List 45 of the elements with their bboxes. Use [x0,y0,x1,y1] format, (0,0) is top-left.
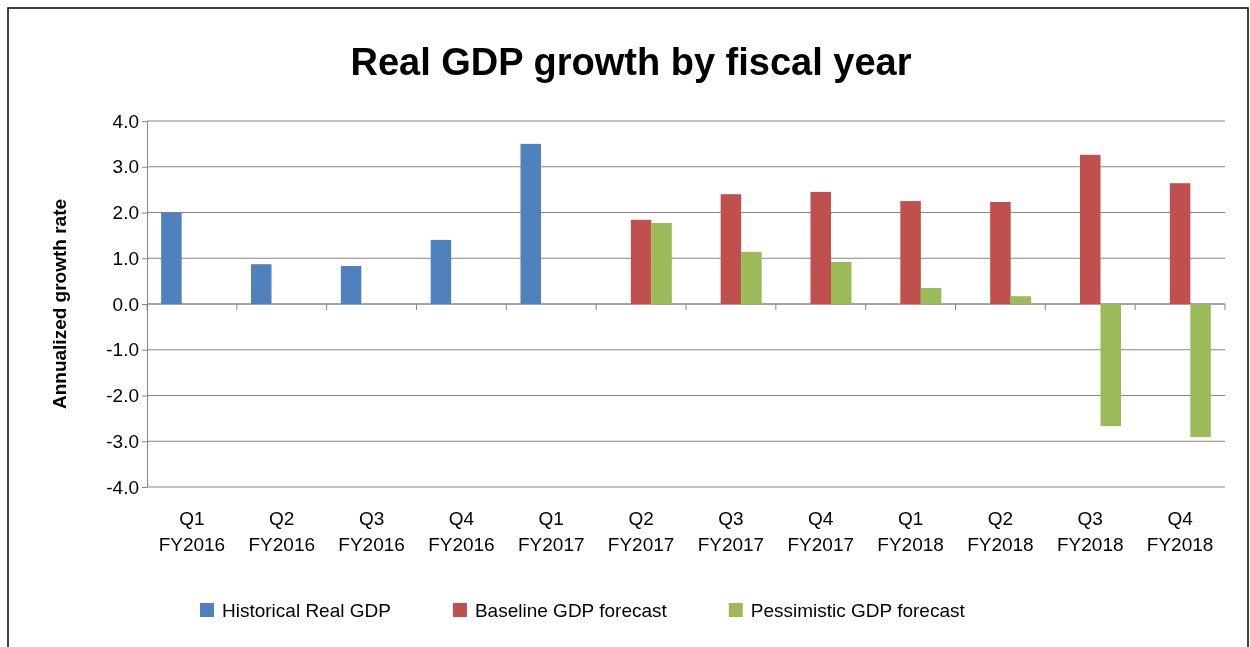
y-tick-label: 1.0 [112,247,139,269]
legend-label: Pessimistic GDP forecast [750,600,966,621]
x-tick-label: Q2 FY2018 [967,508,1034,555]
x-tick-label: Q3 FY2018 [1056,508,1124,555]
x-tick-label: Q3 FY2016 [338,508,405,555]
bar [1010,296,1032,304]
x-tick-label: Q4 FY2018 [1146,508,1214,555]
bar [1190,304,1211,438]
bar [340,266,362,304]
bar [831,261,852,304]
bar [161,212,182,304]
x-tick-label: Q4 FY2016 [428,508,495,555]
bar [651,223,672,304]
bar [720,194,742,304]
bar [990,201,1011,304]
x-tick-label: Q1 FY2016 [158,508,226,555]
bar [520,143,541,304]
x-tick-label: Q2 FY2016 [248,508,316,555]
y-tick-label: 0.0 [112,293,139,315]
y-tick-label: 2.0 [112,202,139,224]
legend-label: Baseline GDP forecast [474,600,668,621]
y-tick-label: -4.0 [106,476,139,498]
bar [430,239,452,304]
y-tick-label: 3.0 [112,156,139,178]
bar [741,251,762,304]
bar [900,201,921,304]
bar [251,264,272,304]
bar [1169,183,1191,304]
x-tick-label: Q1 FY2018 [877,508,944,555]
bar [810,191,831,304]
bar [1080,154,1101,304]
x-tick-label: Q3 FY2017 [697,508,765,555]
x-tick-label: Q4 FY2017 [787,508,855,555]
bar [630,219,652,304]
bar [920,287,942,304]
x-tick-label: Q1 FY2017 [517,508,585,555]
legend-label: Historical Real GDP [222,600,391,621]
y-tick-label: -1.0 [106,339,139,361]
bar [1100,304,1121,427]
y-tick-label: -3.0 [106,430,139,452]
y-tick-label: 4.0 [112,110,139,132]
y-axis-title: Annualized growth rate [49,198,70,410]
x-tick-label: Q2 FY2017 [607,508,675,555]
y-tick-label: -2.0 [106,385,139,407]
chart-title: Real GDP growth by fiscal year [350,41,912,83]
